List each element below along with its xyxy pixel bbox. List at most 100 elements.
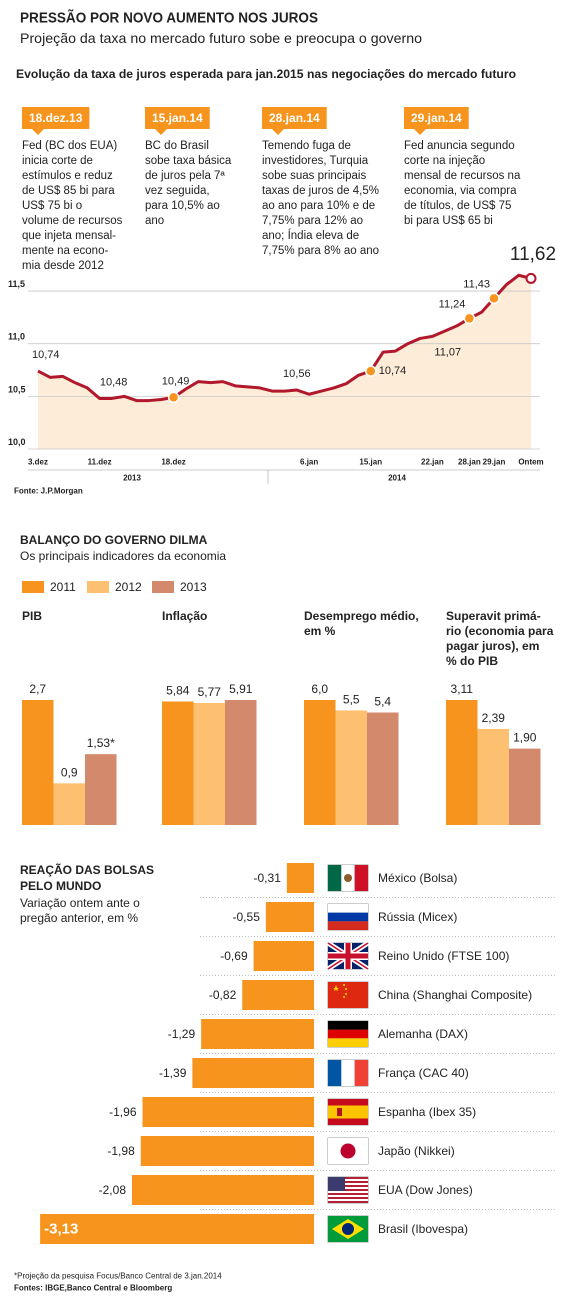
area: [38, 275, 531, 449]
flag-part: [328, 1179, 368, 1181]
data-label: 10,74: [32, 349, 60, 361]
category-label: China (Shanghai Composite): [378, 988, 532, 1002]
annotation-text: corte na injeção: [404, 155, 485, 167]
point-marker: [525, 272, 537, 284]
legend-swatch: [22, 581, 44, 593]
flag-part: [328, 1029, 368, 1039]
data-label: -1,39: [159, 1066, 187, 1080]
bar: [132, 1175, 314, 1205]
flag-part: [328, 953, 368, 959]
flag-part: [343, 996, 345, 998]
annotation-pointer: [155, 129, 167, 135]
annotation-pointer: [32, 129, 44, 135]
panel-title: em %: [304, 624, 336, 638]
data-label: 11,62: [510, 244, 556, 265]
data-label: 11,43: [463, 278, 490, 290]
flag-part: [328, 1038, 368, 1047]
flag-part: [328, 1177, 345, 1191]
data-label: 2,7: [29, 682, 46, 696]
flag-part: [337, 1108, 342, 1116]
bar: [225, 700, 257, 825]
data-label: 5,91: [229, 682, 253, 696]
annotation-text: de títulos, de US$ 75: [404, 200, 511, 212]
annotation-text: de juros pela 7ª: [145, 170, 225, 182]
bar: [201, 1019, 314, 1049]
bar: [22, 700, 54, 825]
bar: [335, 710, 367, 825]
annotation-text: investidores, Turquia: [262, 155, 369, 167]
annotation-text: Fed (BC dos EUA): [22, 140, 117, 152]
panel-title: rio (economia para: [446, 624, 554, 638]
annotation-date: 29.jan.14: [411, 111, 462, 125]
flag-part: [328, 1187, 368, 1189]
data-label: -1,98: [107, 1144, 135, 1158]
y-tick-label: 10,5: [8, 384, 26, 394]
x-tick-label: 29.jan: [483, 458, 506, 467]
source: Fonte: J.P.Morgan: [14, 487, 83, 496]
x-tick-label: 11.dez: [88, 458, 112, 467]
annotation-text: ao ano para 10% e de: [262, 200, 375, 212]
bar: [367, 712, 399, 825]
page-subtitle: Projeção da taxa no mercado futuro sobe …: [20, 30, 422, 46]
panel-title: % do PIB: [446, 654, 498, 668]
bar: [477, 728, 509, 825]
bar: [192, 1058, 314, 1088]
category-label: Rússia (Micex): [378, 910, 457, 924]
y-tick-label: 11,0: [8, 332, 25, 342]
bar: [304, 700, 336, 825]
panel-title: pagar juros), em: [446, 639, 539, 653]
annotation-text: BC do Brasil: [145, 140, 209, 152]
flag-part: [328, 921, 368, 930]
x-tick-label: 28.jan: [458, 458, 481, 467]
data-label: -0,55: [233, 910, 261, 924]
flag-part: [328, 1185, 368, 1187]
data-label: 5,4: [374, 695, 391, 709]
flag-part: [328, 1181, 368, 1183]
category-label: México (Bolsa): [378, 871, 457, 885]
category-label: Espanha (Ibex 35): [378, 1105, 476, 1119]
annotation-tag: [404, 107, 469, 129]
legend-label: 2011: [50, 580, 76, 594]
section-title: PELO MUNDO: [20, 879, 101, 893]
annotation-text: estímulos e reduz: [22, 170, 113, 182]
line: [37, 273, 532, 403]
section-title: REAÇÃO DAS BOLSAS: [20, 862, 154, 877]
x-tick-label: Ontem: [518, 458, 543, 467]
point-marker: [167, 391, 180, 404]
flag-part: [342, 1223, 354, 1235]
annotation-text: mia desde 2012: [22, 260, 104, 272]
chart-title: Evolução da taxa de juros esperada para …: [16, 67, 516, 81]
annotation-text: ano: [145, 215, 164, 227]
legend-swatch: [87, 581, 109, 593]
flag-part: [328, 982, 368, 1008]
category-label: EUA (Dow Jones): [378, 1183, 473, 1197]
section-subtitle: Variação ontem ante o: [20, 896, 140, 910]
annotation-text: sobe suas principais: [262, 170, 366, 182]
x-group-label: 2014: [388, 474, 406, 483]
data-label: 10,56: [283, 368, 311, 380]
flag-part: [354, 865, 368, 891]
source: Fontes: IBGE,Banco Central e Bloomberg: [14, 1284, 172, 1293]
flag-part: [343, 984, 345, 986]
footnote: *Projeção da pesquisa Focus/Banco Centra…: [14, 1272, 222, 1281]
annotation-text: 7,75% para 8% ao ano: [262, 245, 379, 257]
bar: [85, 754, 117, 825]
annotation-text: sobe taxa básica: [145, 155, 232, 167]
bar: [446, 700, 478, 825]
annotation-date: 18.dez.13: [29, 111, 83, 125]
category-label: Reino Unido (FTSE 100): [378, 949, 509, 963]
annotation-text: economia, via compra: [404, 185, 517, 197]
data-label: -1,96: [109, 1105, 137, 1119]
annotation-text: inicia corte de: [22, 155, 93, 167]
bar: [53, 783, 85, 825]
annotation-text: ano; Índia eleva de: [262, 229, 359, 242]
flag-part: [328, 865, 342, 891]
data-label: 6,0: [311, 682, 328, 696]
flag-part: [333, 985, 339, 991]
flag-part: [345, 988, 347, 990]
annotation-text: US$ 75 bi o: [22, 200, 82, 212]
annotation-text: volume de recursos: [22, 215, 123, 227]
flag-part: [345, 993, 347, 995]
section-subtitle: pregão anterior, em %: [20, 911, 138, 925]
